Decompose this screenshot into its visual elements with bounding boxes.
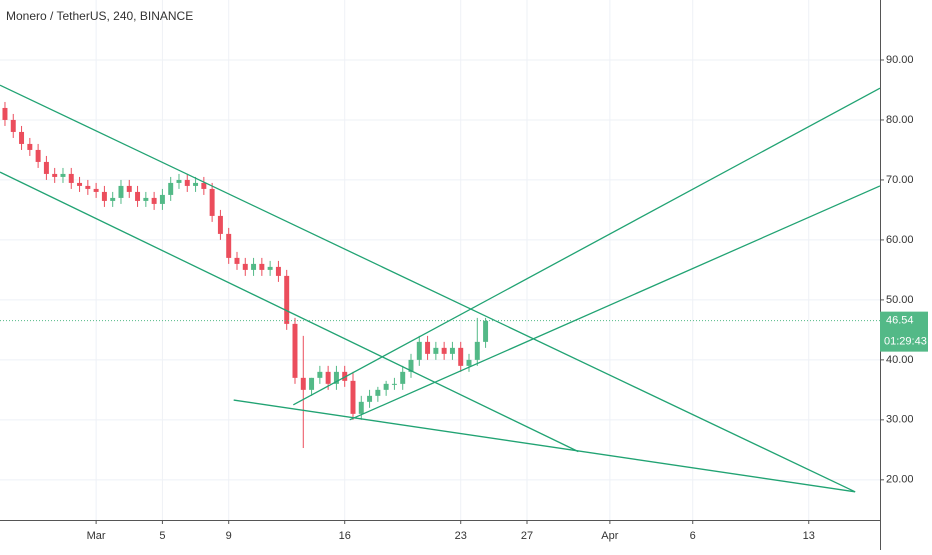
candle-body	[234, 257, 240, 264]
y-tick-label: 30.00	[886, 414, 914, 426]
candle-body	[35, 149, 41, 162]
candle-body	[151, 197, 157, 204]
candle-body	[52, 173, 58, 177]
candle-body	[217, 215, 223, 234]
y-tick-label: 40.00	[886, 354, 914, 366]
candle-body	[251, 263, 257, 270]
candle-body	[176, 179, 182, 183]
x-tick-label: 27	[521, 530, 533, 542]
candle-body	[350, 380, 356, 414]
candle-body	[2, 107, 8, 120]
candle-body	[184, 179, 190, 186]
x-tick-label: 23	[455, 530, 467, 542]
candle-body	[458, 347, 464, 366]
candle-body	[43, 161, 49, 174]
candle-body	[333, 371, 339, 384]
candle-body	[68, 173, 74, 183]
candle-body	[259, 263, 265, 270]
candle-body	[342, 371, 348, 381]
x-tick-label: 6	[690, 530, 696, 542]
candle-body	[118, 185, 124, 198]
x-tick-label: 13	[803, 530, 815, 542]
candle-body	[425, 341, 431, 354]
candle-body	[309, 377, 315, 390]
candle-body	[400, 371, 406, 384]
y-tick-label: 20.00	[886, 474, 914, 486]
x-tick-label: Mar	[87, 530, 106, 542]
candle-body	[433, 347, 439, 354]
candle-body	[358, 401, 364, 414]
candle-body	[93, 188, 99, 192]
last-price-label: 46.54	[886, 315, 914, 327]
candle-body	[193, 182, 199, 186]
candle-body	[242, 263, 248, 270]
candle-body	[449, 347, 455, 354]
candle-body	[19, 131, 25, 144]
candle-body	[201, 182, 207, 189]
candle-body	[416, 341, 422, 360]
chart-title: Monero / TetherUS, 240, BINANCE	[6, 9, 193, 23]
trend-line	[0, 84, 856, 493]
y-tick-label: 60.00	[886, 234, 914, 246]
trend-line	[233, 399, 856, 493]
x-tick-label: 5	[159, 530, 165, 542]
candle-body	[85, 185, 91, 189]
candle-body	[391, 383, 397, 385]
candle-body	[10, 119, 16, 132]
candle-body	[300, 377, 306, 390]
candle-body	[483, 320, 489, 342]
countdown: 01:29:43	[884, 336, 927, 348]
candle-body	[168, 182, 174, 195]
candle-body	[474, 341, 480, 360]
candle-body	[126, 185, 132, 192]
candle-body	[110, 197, 116, 201]
last-price-box	[880, 311, 928, 352]
candle-body	[284, 275, 290, 324]
candle-body	[77, 182, 83, 186]
candle-body	[267, 266, 273, 270]
candle-body	[292, 323, 298, 378]
candle-body	[60, 173, 66, 177]
x-tick-label: 16	[339, 530, 351, 542]
candle-body	[27, 143, 33, 150]
candle-body	[441, 347, 447, 354]
y-tick-label: 50.00	[886, 294, 914, 306]
candle-body	[375, 389, 381, 396]
x-tick-label: Apr	[601, 530, 618, 542]
y-tick-label: 70.00	[886, 174, 914, 186]
candle-body	[101, 191, 107, 201]
y-tick-label: 80.00	[886, 114, 914, 126]
candle-body	[367, 395, 373, 402]
candle-body	[135, 191, 141, 201]
x-tick-label: 9	[226, 530, 232, 542]
candle-body	[383, 383, 389, 390]
candle-body	[159, 194, 165, 204]
trend-line	[0, 171, 579, 453]
candle-body	[317, 371, 323, 378]
trend-line	[349, 185, 881, 421]
trend-line	[293, 87, 881, 406]
candle-body	[408, 359, 414, 372]
candle-body	[275, 266, 281, 276]
candle-body	[325, 371, 331, 384]
candle-body	[143, 197, 149, 201]
candle-body	[226, 233, 232, 258]
candle-body	[466, 359, 472, 366]
y-tick-label: 90.00	[886, 54, 914, 66]
candle-body	[209, 188, 215, 216]
